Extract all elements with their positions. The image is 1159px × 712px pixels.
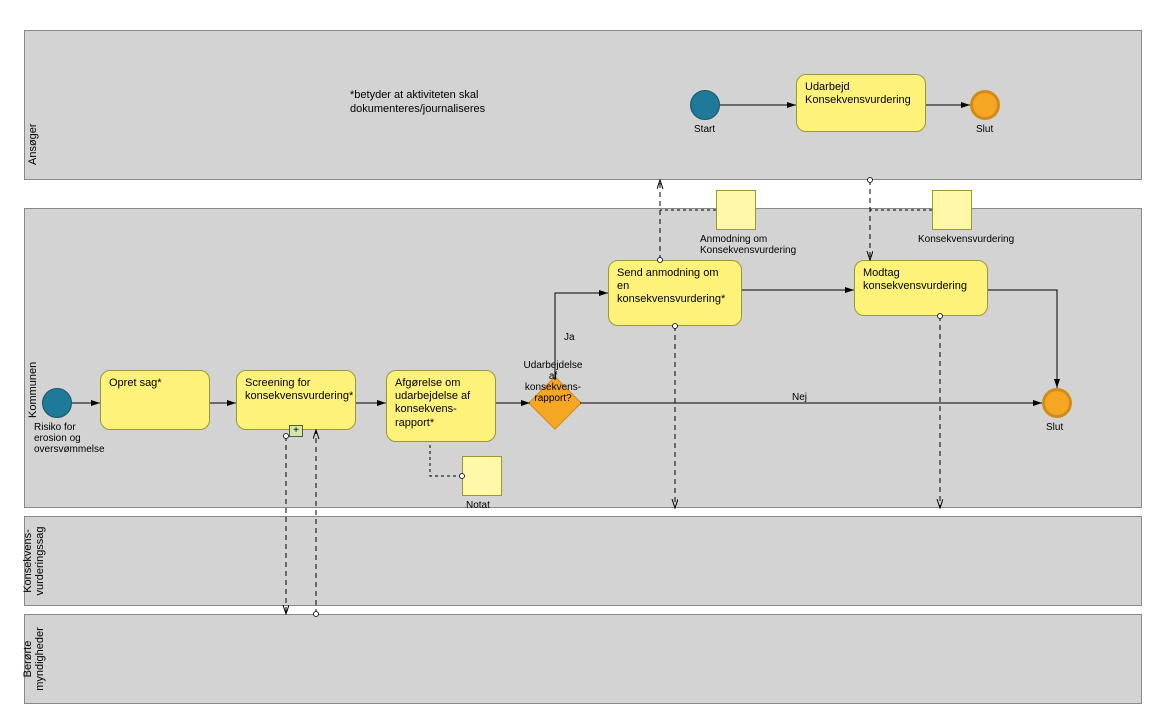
task-udarbejd-text: Udarbejd Konsekvensvurdering (805, 81, 911, 106)
start-label-ansoger: Start (694, 124, 715, 135)
gateway-label: Udarbejdelse af konsekvens- rapport? (508, 360, 598, 404)
edge-label-nej: Nej (792, 392, 807, 403)
start-event-kommunen (42, 388, 72, 418)
lane-label-konsekvens: Konsekvens- vurderingssag (22, 516, 46, 606)
note-notat (462, 456, 502, 496)
task-send-text: Send anmodning om en konsekvensvurdering… (617, 267, 725, 305)
note-anmodning-label: Anmodning om Konsekvensvurdering (700, 234, 796, 256)
start-event-ansoger (690, 90, 720, 120)
task-screening: Screening for konsekvensvurdering* + (236, 370, 356, 430)
lane-konsekvens: Konsekvens- vurderingssag (24, 516, 1142, 606)
lane-label-ansoger: Ansøger (27, 45, 39, 165)
task-opret-text: Opret sag* (109, 377, 162, 389)
lane-berorte: Berørte myndigheder (24, 614, 1142, 704)
edge-label-ja: Ja (564, 332, 575, 343)
task-afgorelse: Afgørelse om udarbejdelse af konsekvens-… (386, 370, 496, 442)
end-event-ansoger (970, 90, 1000, 120)
note-notat-label: Notat (466, 500, 490, 511)
task-afgorelse-text: Afgørelse om udarbejdelse af konsekvens-… (395, 377, 470, 429)
task-modtag-text: Modtag konsekvensvurdering (863, 267, 967, 292)
end-label-ansoger: Slut (976, 124, 993, 135)
end-label-kommunen: Slut (1046, 422, 1063, 433)
start-label-kommunen: Risiko for erosion og oversvømmelse (34, 422, 105, 455)
task-opret: Opret sag* (100, 370, 210, 430)
note-anmodning (716, 190, 756, 230)
lane-label-berorte: Berørte myndigheder (22, 614, 46, 704)
expand-marker-icon: + (289, 425, 303, 437)
task-send: Send anmodning om en konsekvensvurdering… (608, 260, 742, 326)
task-modtag: Modtag konsekvensvurdering (854, 260, 988, 316)
task-screening-text: Screening for konsekvensvurdering* (245, 377, 353, 402)
note-konsekvensvurdering (932, 190, 972, 230)
end-event-kommunen (1042, 388, 1072, 418)
lane-kommunen: Kommunen (24, 208, 1142, 508)
lane-label-kommunen: Kommunen (27, 298, 39, 418)
annotation-asterisk: *betyder at aktiviteten skal dokumentere… (350, 88, 485, 117)
diagram-canvas: Ansøger Kommunen Konsekvens- vurderingss… (0, 0, 1159, 712)
task-udarbejd: Udarbejd Konsekvensvurdering (796, 74, 926, 132)
note-konsekvensvurdering-label: Konsekvensvurdering (918, 234, 1014, 245)
